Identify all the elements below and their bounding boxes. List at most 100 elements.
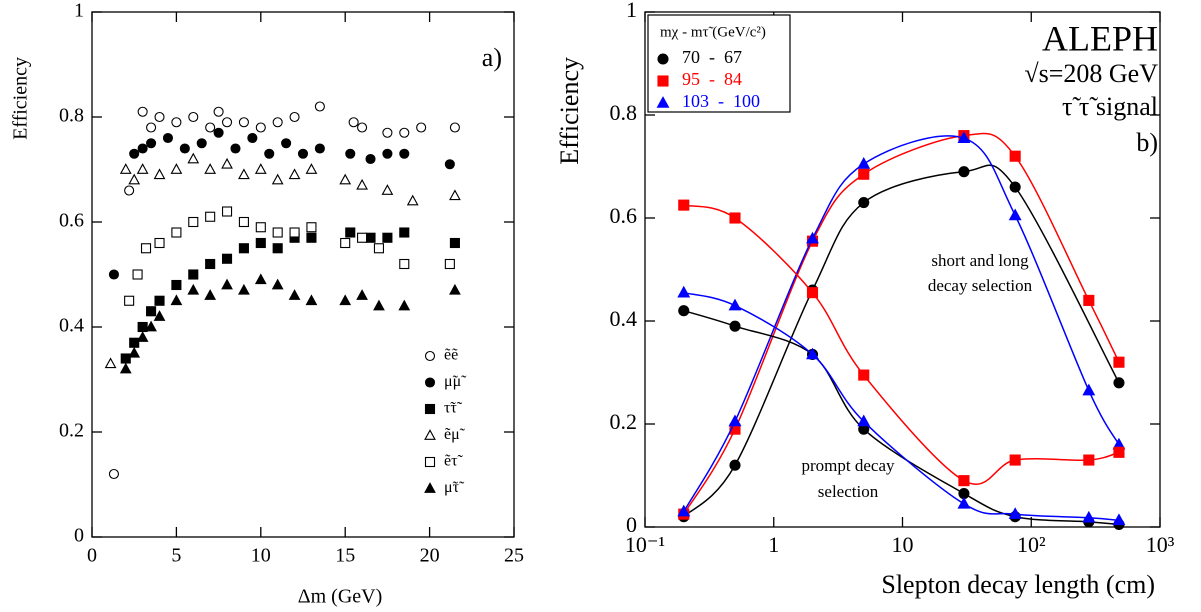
annotation: decay selection xyxy=(928,276,1033,295)
legend-label: ẽμ̃ xyxy=(444,426,466,443)
marker xyxy=(221,157,233,169)
marker xyxy=(444,258,455,270)
legend-marker xyxy=(656,96,670,108)
marker xyxy=(289,227,300,238)
marker xyxy=(204,289,217,300)
marker xyxy=(129,148,140,159)
marker xyxy=(120,353,131,364)
x-tick-label: 1 xyxy=(768,532,779,557)
marker xyxy=(108,269,119,280)
marker xyxy=(188,111,199,123)
marker xyxy=(1113,377,1125,389)
marker xyxy=(146,306,157,317)
marker xyxy=(288,168,301,180)
marker xyxy=(306,222,317,233)
x-tick-label: 10 xyxy=(892,532,914,557)
marker xyxy=(272,227,283,238)
marker xyxy=(1008,208,1022,221)
marker xyxy=(1009,454,1021,466)
marker xyxy=(221,253,233,264)
marker xyxy=(171,227,182,238)
y-tick-label: 0 xyxy=(74,525,84,547)
legend-label: μ̃τ̃ xyxy=(444,479,465,496)
marker xyxy=(108,468,119,480)
marker xyxy=(188,216,199,228)
marker xyxy=(399,148,410,159)
x-tick-label: 10³ xyxy=(1146,532,1175,557)
marker xyxy=(1009,181,1021,193)
marker xyxy=(213,127,224,138)
marker xyxy=(365,232,376,243)
marker xyxy=(129,337,140,348)
marker xyxy=(171,117,182,128)
marker xyxy=(196,138,207,149)
annotation: short and long xyxy=(931,251,1029,270)
marker xyxy=(238,168,250,180)
marker xyxy=(137,321,148,333)
legend-label: μ̃μ̃ xyxy=(444,373,467,390)
y-axis-label: Efficiency xyxy=(555,57,584,165)
x-tick-label: 25 xyxy=(504,545,524,567)
marker xyxy=(1112,513,1126,526)
marker xyxy=(444,159,455,170)
marker xyxy=(373,243,385,254)
legend-marker xyxy=(424,482,436,493)
marker xyxy=(281,138,292,149)
x-tick-label: 20 xyxy=(420,545,440,567)
marker xyxy=(288,289,301,300)
marker xyxy=(1113,446,1125,458)
marker xyxy=(154,295,165,306)
marker xyxy=(153,168,166,180)
marker xyxy=(382,148,393,159)
annotation: b) xyxy=(1136,128,1158,157)
annotation: √s=208 GeV xyxy=(1024,59,1158,88)
marker xyxy=(728,298,742,311)
marker xyxy=(221,117,233,128)
legend-marker xyxy=(424,377,436,388)
marker xyxy=(255,237,266,249)
marker xyxy=(247,132,258,144)
marker xyxy=(153,310,166,321)
marker xyxy=(154,237,165,249)
y-tick-label: 0.8 xyxy=(610,100,638,125)
marker xyxy=(254,273,267,285)
legend-marker xyxy=(424,350,436,362)
curve xyxy=(683,135,1120,512)
marker xyxy=(957,496,971,509)
marker xyxy=(255,122,266,133)
marker xyxy=(345,227,356,238)
marker xyxy=(314,101,325,112)
legend-box xyxy=(647,14,791,113)
marker xyxy=(213,106,224,117)
y-tick-label: 0.4 xyxy=(59,315,84,337)
marker xyxy=(340,237,351,249)
marker xyxy=(264,148,275,159)
marker xyxy=(449,237,460,249)
x-tick-label: 5 xyxy=(171,545,181,567)
marker xyxy=(271,173,284,185)
y-tick-label: 0.6 xyxy=(610,203,638,228)
marker xyxy=(221,278,233,290)
marker xyxy=(238,283,250,295)
marker xyxy=(124,295,135,306)
marker xyxy=(145,320,157,332)
x-tick-label: 10² xyxy=(1017,532,1046,557)
x-tick-label: 0 xyxy=(87,545,97,567)
curve xyxy=(683,309,1120,526)
curve xyxy=(683,204,1120,486)
marker xyxy=(339,294,352,306)
plot-frame xyxy=(91,11,515,538)
marker xyxy=(398,299,411,311)
marker xyxy=(857,414,871,427)
marker xyxy=(171,279,182,291)
marker xyxy=(136,331,149,342)
marker xyxy=(271,278,284,290)
marker xyxy=(238,216,249,228)
marker xyxy=(1009,150,1021,162)
legend-label: 103 - 100 xyxy=(682,91,760,111)
legend-marker xyxy=(424,429,436,440)
marker xyxy=(140,243,152,254)
marker xyxy=(729,320,741,332)
marker xyxy=(306,232,317,243)
marker xyxy=(187,152,200,164)
